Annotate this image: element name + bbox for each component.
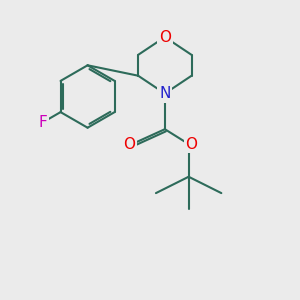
Text: O: O [159,30,171,45]
Text: O: O [186,136,198,152]
Text: F: F [38,115,47,130]
Text: N: N [159,86,170,101]
Text: O: O [123,136,135,152]
